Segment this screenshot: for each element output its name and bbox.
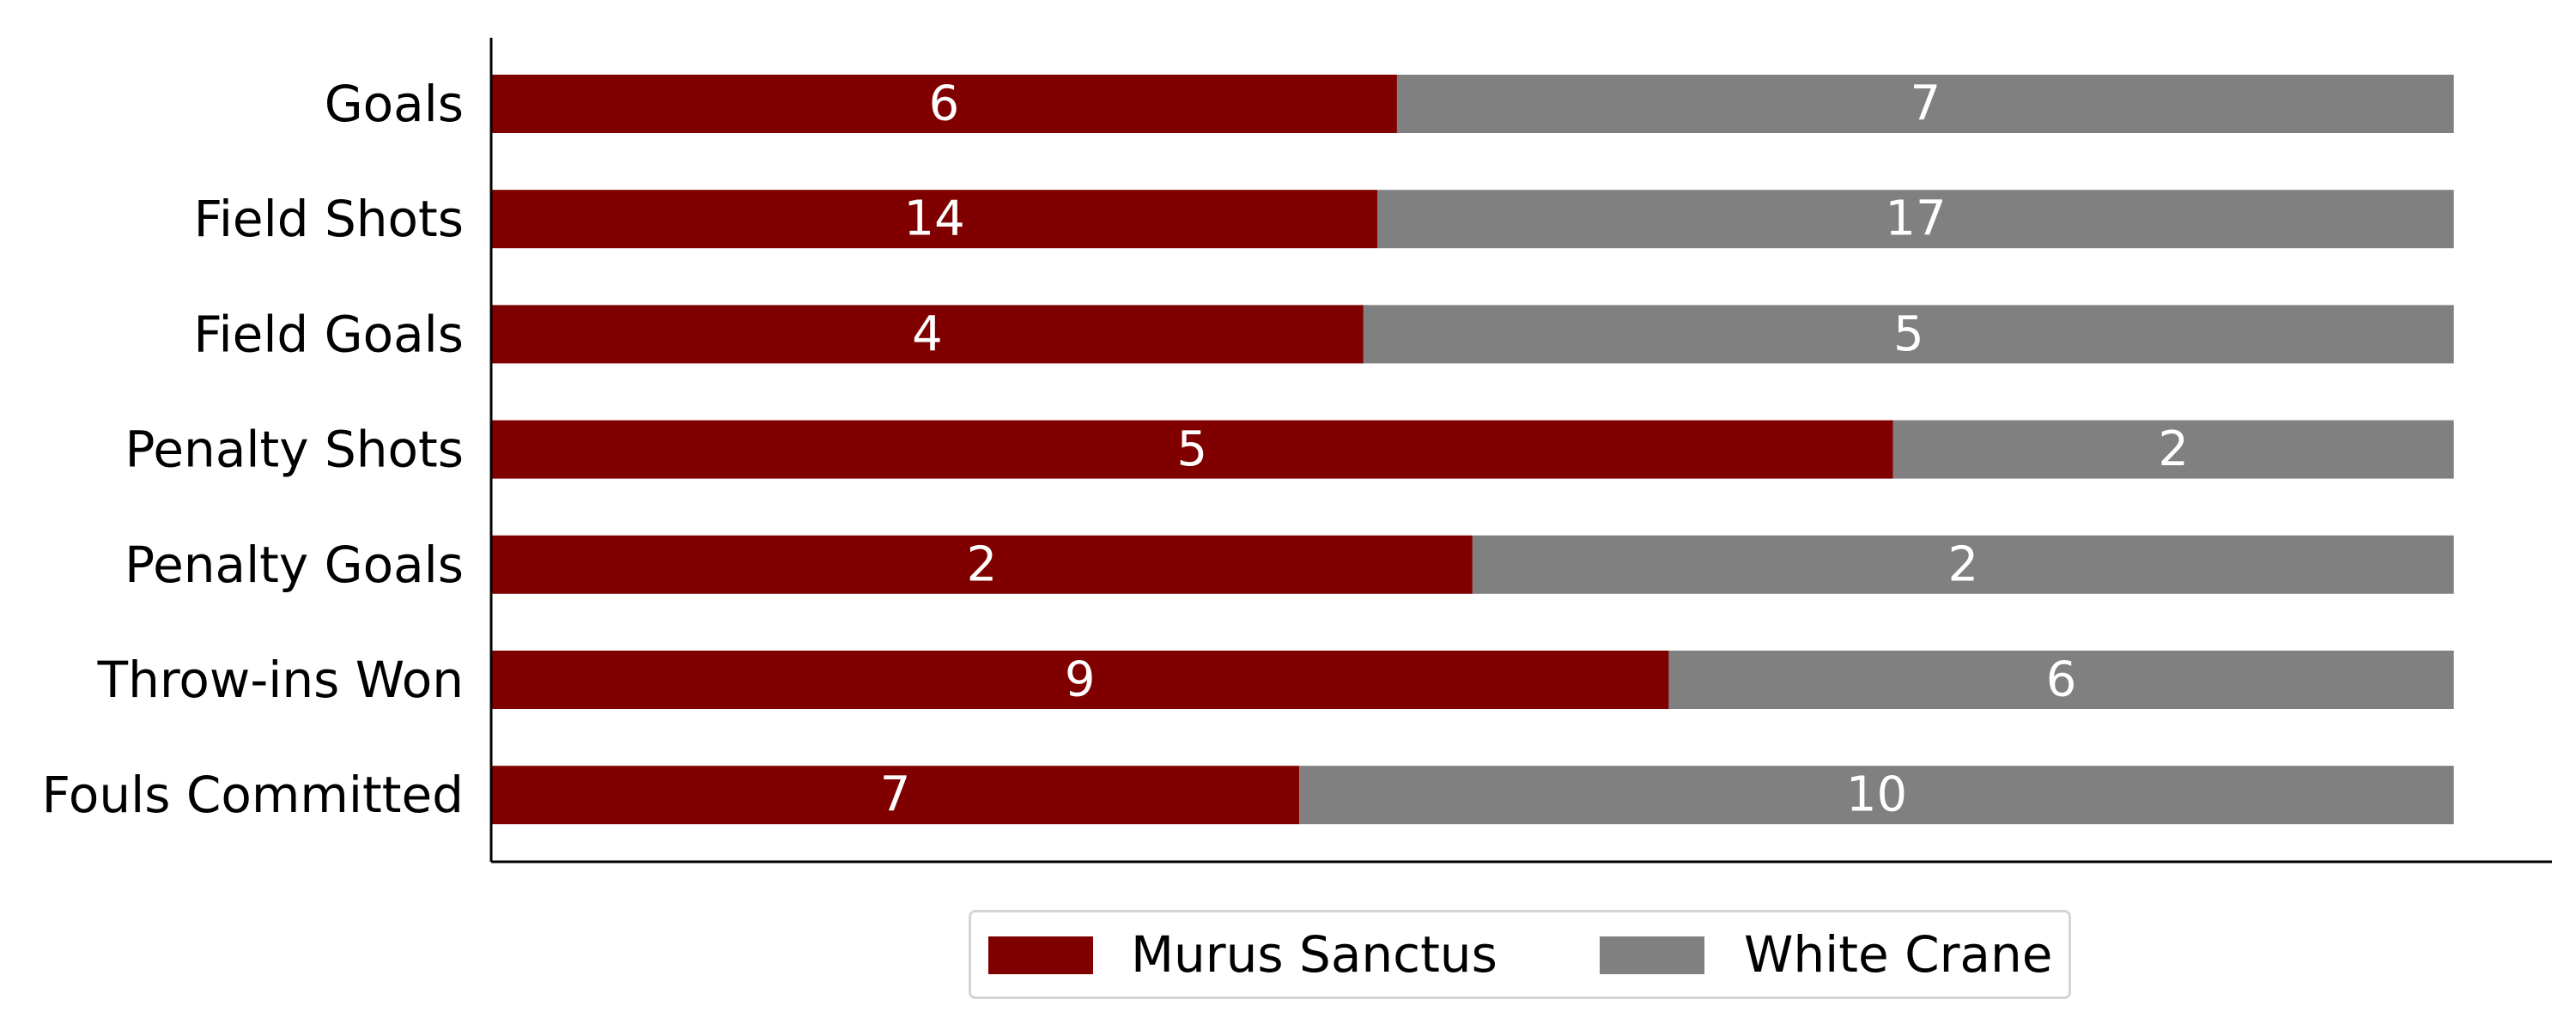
bar-value-label-murus-sanctus-penalty-goals: 2 bbox=[967, 536, 998, 592]
bar-murus-sanctus-throw-ins-won bbox=[491, 651, 1669, 709]
bars-layer: 6 7 14 17 4 5 5 2 2 2 9 6 7 10 bbox=[491, 75, 2454, 825]
chart-legend: Murus Sanctus White Crane bbox=[969, 910, 2071, 999]
category-label-throw-ins-won: Throw-ins Won bbox=[97, 651, 464, 709]
bar-murus-sanctus-field-goals bbox=[491, 305, 1364, 364]
bar-value-label-murus-sanctus-field-shots: 14 bbox=[903, 191, 964, 247]
bar-white-crane-penalty-shots bbox=[1893, 420, 2454, 479]
category-labels: Goals Field Shots Field Goals Penalty Shots… bbox=[42, 75, 464, 824]
bar-value-label-white-crane-throw-ins-won: 6 bbox=[2046, 652, 2077, 708]
bar-murus-sanctus-field-shots bbox=[491, 190, 1378, 249]
bar-value-label-murus-sanctus-penalty-shots: 5 bbox=[1177, 421, 1208, 477]
category-label-field-shots: Field Shots bbox=[194, 190, 464, 248]
legend-swatch-murus-sanctus bbox=[988, 936, 1093, 974]
bar-white-crane-penalty-goals bbox=[1472, 535, 2454, 594]
bar-value-label-murus-sanctus-fouls-committed: 7 bbox=[880, 767, 911, 823]
bar-value-label-murus-sanctus-goals: 6 bbox=[929, 76, 960, 132]
legend-swatch-white-crane bbox=[1600, 936, 1704, 974]
category-label-goals: Goals bbox=[325, 75, 464, 133]
bar-white-crane-field-shots bbox=[1377, 190, 2454, 249]
bar-value-label-murus-sanctus-field-goals: 4 bbox=[912, 306, 943, 362]
bar-value-label-white-crane-field-shots: 17 bbox=[1885, 191, 1946, 247]
bar-white-crane-throw-ins-won bbox=[1668, 651, 2454, 709]
category-label-penalty-shots: Penalty Shots bbox=[125, 421, 464, 479]
bar-murus-sanctus-penalty-shots bbox=[491, 420, 1893, 479]
legend-label-murus-sanctus: Murus Sanctus bbox=[1131, 925, 1498, 984]
bar-value-label-white-crane-fouls-committed: 10 bbox=[1846, 767, 1907, 823]
bar-value-label-white-crane-penalty-shots: 2 bbox=[2158, 421, 2189, 477]
category-label-field-goals: Field Goals bbox=[193, 305, 464, 363]
bar-value-label-white-crane-penalty-goals: 2 bbox=[1947, 536, 1978, 592]
bar-value-label-murus-sanctus-throw-ins-won: 9 bbox=[1065, 652, 1096, 708]
bar-white-crane-fouls-committed bbox=[1299, 766, 2454, 825]
bar-murus-sanctus-goals bbox=[491, 75, 1397, 133]
bar-murus-sanctus-fouls-committed bbox=[491, 766, 1300, 825]
legend-label-white-crane: White Crane bbox=[1744, 925, 2053, 984]
bar-value-label-white-crane-field-goals: 5 bbox=[1893, 306, 1924, 362]
bar-white-crane-goals bbox=[1396, 75, 2454, 133]
category-label-fouls-committed: Fouls Committed bbox=[42, 766, 464, 824]
bar-white-crane-field-goals bbox=[1363, 305, 2454, 364]
bar-value-label-white-crane-goals: 7 bbox=[1911, 76, 1941, 132]
bar-murus-sanctus-penalty-goals bbox=[491, 535, 1473, 594]
category-label-penalty-goals: Penalty Goals bbox=[125, 536, 464, 594]
